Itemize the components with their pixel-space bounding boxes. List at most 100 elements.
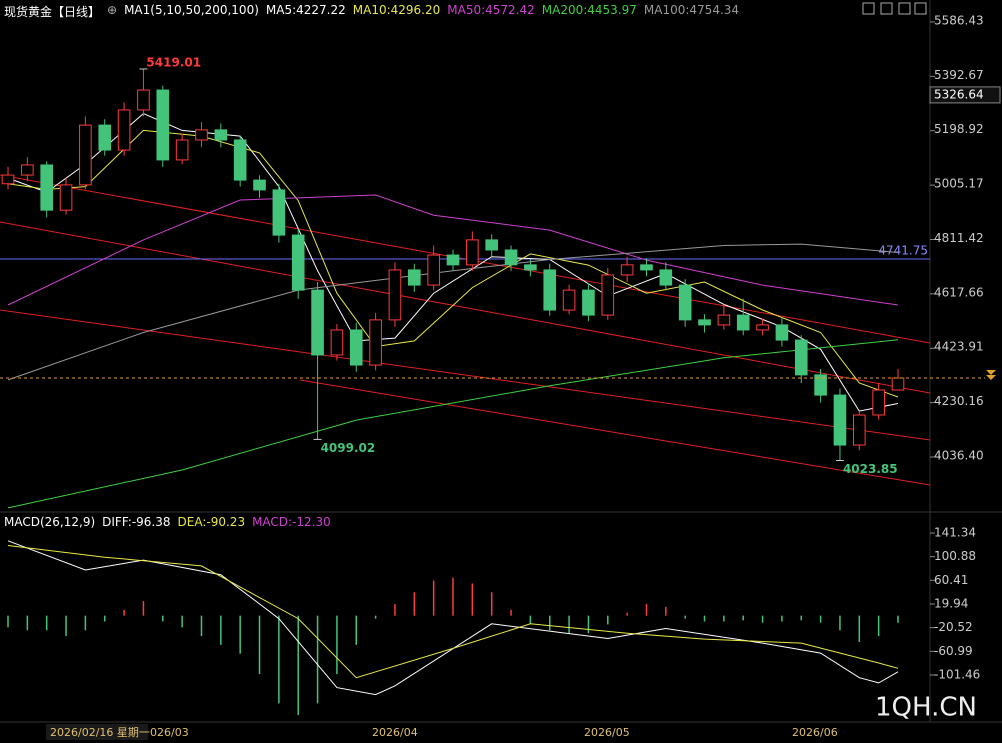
watermark: 1QH.CN (875, 693, 977, 723)
main-legend: 现货黄金【日线】 ⊕ MA1(5,10,50,200,100) MA5:4227… (4, 3, 739, 20)
candle-body (291, 234, 305, 291)
date-highlight (46, 724, 148, 740)
legend-entry: DEA:-90.23 (177, 515, 246, 529)
ma-line (7, 129, 899, 398)
y-tick-label: -101.46 (934, 667, 980, 681)
candle-body (1, 174, 15, 185)
candle-body (562, 289, 576, 311)
candle-body (311, 289, 324, 356)
y-tick-label: 4230.16 (934, 394, 984, 408)
macd-line (7, 540, 899, 696)
y-tick-label: 4423.91 (934, 340, 984, 354)
y-tick-label: 5392.67 (934, 68, 984, 82)
candle-body (330, 329, 344, 356)
zoom-icon[interactable]: ⊕ (107, 3, 118, 17)
candle-body (504, 249, 518, 266)
candle-body (466, 239, 479, 266)
macd-title: MACD(26,12,9) (4, 515, 96, 529)
candle-body (756, 324, 769, 331)
y-tick-label: -60.99 (934, 644, 973, 658)
y-tick-label: 141.34 (934, 525, 976, 539)
trend-line (299, 379, 931, 486)
candle-body (349, 329, 363, 366)
x-tick-label: 2026/06 (792, 726, 838, 739)
candle-body (388, 269, 402, 321)
candle-body (427, 254, 440, 286)
candle-body (137, 89, 150, 111)
toolbar-icons (862, 2, 927, 15)
y-tick-label: 60.41 (934, 573, 968, 587)
price-arrow (986, 370, 996, 380)
x-tick-label: 026/03 (150, 726, 189, 739)
icon[interactable] (880, 2, 893, 15)
candle-body (717, 314, 731, 326)
candle-body (21, 164, 34, 176)
candle-body (736, 314, 750, 331)
x-tick-label: 2026/04 (372, 726, 418, 739)
candle-body (253, 179, 266, 191)
candle-body (833, 394, 847, 446)
icon[interactable] (914, 2, 927, 15)
x-tick-label: 2026/02/16 星期一 (50, 726, 150, 739)
candle-body (678, 284, 692, 321)
candle-body (601, 274, 615, 316)
candle-body (272, 189, 286, 236)
candle-body (872, 389, 885, 416)
icon[interactable] (898, 2, 911, 15)
candle-body (446, 254, 460, 266)
candle-body (582, 289, 595, 316)
macd-legend: MACD(26,12,9) DIFF:-96.38 DEA:-90.23 MACD:… (4, 515, 331, 529)
y-tick-label: 4811.42 (934, 231, 984, 245)
extreme-label: 4099.02 (321, 441, 376, 455)
indicator-name: MA1(5,10,50,200,100) (124, 3, 259, 17)
candle-body (485, 239, 498, 251)
crosshair-price-box (929, 86, 1001, 104)
candle-body (369, 319, 382, 366)
y-tick-label: 19.94 (934, 596, 968, 610)
legend-entry: MACD:-12.30 (252, 515, 331, 529)
candle-body (775, 324, 789, 341)
candle-body (891, 377, 905, 391)
icon[interactable] (862, 2, 875, 15)
x-tick-label: 2026/05 (584, 726, 630, 739)
candle-body (698, 319, 711, 326)
candle-body (156, 89, 170, 161)
candle-body (117, 109, 131, 151)
candle-body (233, 139, 247, 181)
candle-body (98, 124, 112, 151)
extreme-label: 5419.01 (146, 55, 201, 69)
candle-body (853, 414, 866, 446)
candle-body (640, 264, 653, 271)
candle-body (195, 129, 208, 141)
candle-body (659, 269, 673, 286)
trend-channel (0, 174, 931, 486)
ma-line (7, 194, 899, 306)
y-tick-label: 4617.66 (934, 285, 984, 299)
y-tick-label: -20.52 (934, 620, 973, 634)
candle-body (794, 339, 808, 376)
candle-body (408, 269, 421, 286)
chart-title: 现货黄金【日线】 (4, 5, 101, 19)
trend-line (0, 221, 931, 394)
y-tick-label: 100.88 (934, 549, 976, 563)
ma-line (7, 243, 899, 381)
y-tick-label: 5005.17 (934, 177, 984, 191)
candle-body (40, 164, 53, 211)
candle-body (543, 269, 557, 311)
ma-line (7, 113, 899, 412)
legend-entry: MA50:4572.42 (447, 3, 535, 17)
legend-entry: DIFF:-96.38 (102, 515, 171, 529)
crosshair-price: 5326.64 (934, 87, 984, 101)
y-tick-label: 4036.40 (934, 448, 984, 462)
ma-line (7, 339, 899, 509)
candle-body (59, 184, 73, 211)
extreme-label: 4023.85 (843, 462, 898, 476)
candle-body (214, 129, 228, 141)
trend-line (0, 309, 931, 441)
macd-line (7, 545, 899, 679)
y-tick-label: 5586.43 (934, 13, 984, 27)
legend-entry: MA10:4296.20 (352, 3, 441, 17)
legend-entry: MA200:4453.97 (541, 3, 637, 17)
